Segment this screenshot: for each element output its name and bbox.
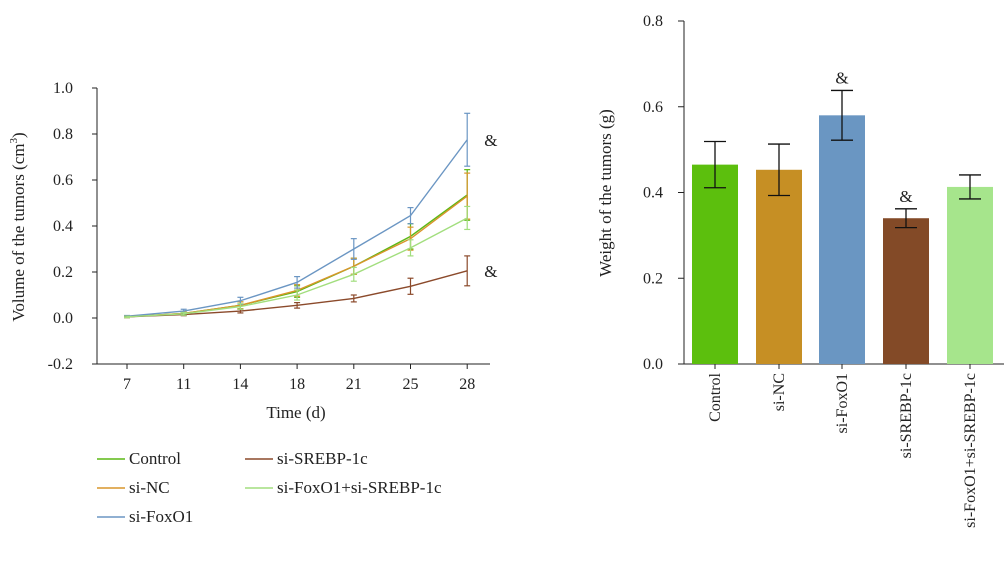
bar-control — [692, 164, 738, 364]
legend-label: si-SREBP-1c — [277, 449, 368, 468]
bar-chart-y-tick-label: 0.8 — [643, 13, 663, 30]
bar-chart-x-tick-label: si-FoxO1 — [834, 373, 851, 433]
bar-si-foxo1-si-srebp-1c — [947, 186, 993, 364]
line-chart-y-tick-label: 0.2 — [53, 264, 73, 281]
line-chart-x-axis-label: Time (d) — [266, 403, 325, 422]
bar-chart-y-tick-label: 0.0 — [643, 356, 663, 373]
line-chart-x-tick-label: 18 — [289, 376, 305, 393]
line-series-si-foxo1 — [124, 112, 471, 318]
bar-si-srebp-1c — [883, 218, 929, 364]
line-chart-x-tick-label: 14 — [232, 376, 248, 393]
legend-label: si-FoxO1+si-SREBP-1c — [277, 478, 442, 497]
bar-chart-x-tick-label: Control — [707, 372, 724, 421]
bar-chart-annotation: & — [835, 68, 848, 87]
bar-chart-x-tick-label: si-NC — [771, 373, 788, 411]
series-line — [126, 217, 468, 318]
bar-si-nc — [756, 169, 802, 364]
bar-chart-y-tick-label: 0.4 — [643, 185, 663, 202]
legend-item-si-nc: si-NC — [97, 478, 170, 497]
bar-chart: 0.0 0.2 0.4 0.6 0.8 Control si-NC si-FoxO1 si-S… — [596, 13, 1004, 528]
line-chart-y-tick-label: 0.0 — [53, 310, 73, 327]
legend-item-control: Control — [97, 449, 181, 468]
legend-label: si-NC — [129, 478, 170, 497]
line-chart-annotation: & — [484, 131, 497, 150]
legend-label: Control — [129, 449, 181, 468]
line-chart-x-tick-label: 28 — [459, 376, 475, 393]
line-chart-y-axis-label: Volume of the tumors (cm3) — [8, 132, 28, 321]
legend-item-si-foxo1: si-FoxO1 — [97, 507, 193, 526]
line-chart-y-axis-label-sup: 3 — [8, 138, 20, 144]
legend-label: si-FoxO1 — [129, 507, 193, 526]
line-chart-y-tick-label: 1.0 — [53, 80, 73, 97]
bar-chart-y-tick-label: 0.6 — [643, 99, 663, 116]
legend-item-si-srebp-1c: si-SREBP-1c — [245, 449, 368, 468]
line-chart-x-tick-label: 21 — [346, 376, 362, 393]
line-series-si-foxo1-si-srebp-1c — [124, 205, 471, 319]
line-chart-y-tick-label: 0.8 — [53, 126, 73, 143]
line-chart-x-tick-label: 11 — [176, 376, 191, 393]
line-chart-y-tick-label: -0.2 — [48, 356, 73, 373]
line-chart-x-tick-label: 7 — [123, 376, 131, 393]
line-chart-legend: Control si-NC si-FoxO1 si-SREBP-1c si-FoxO1+… — [97, 449, 442, 526]
bar-chart-y-tick-label: 0.2 — [643, 270, 663, 287]
line-chart-x-tick-label: 25 — [403, 376, 419, 393]
line-chart-annotation: & — [484, 262, 497, 281]
line-chart-y-tick-label: 0.4 — [53, 218, 73, 235]
bar-chart-x-tick-label: si-FoxO1+si-SREBP-1c — [962, 373, 979, 528]
line-chart: -0.20.00.20.40.60.81.0 7 11 14 18 21 25 28 && … — [8, 80, 497, 526]
line-chart-y-axis-label-main: Volume of the tumors (cm — [9, 144, 28, 322]
bar-si-foxo1 — [819, 115, 865, 364]
bar-chart-y-axis-label: Weight of the tumors (g) — [596, 109, 615, 277]
line-chart-y-tick-label: 0.6 — [53, 172, 73, 189]
legend-item-si-foxo1-si-srebp-1c: si-FoxO1+si-SREBP-1c — [245, 478, 442, 497]
series-line — [126, 139, 468, 317]
line-chart-y-axis-label-close: ) — [9, 132, 28, 138]
bar-chart-annotation: & — [899, 187, 912, 206]
bar-chart-x-tick-label: si-SREBP-1c — [898, 373, 915, 458]
